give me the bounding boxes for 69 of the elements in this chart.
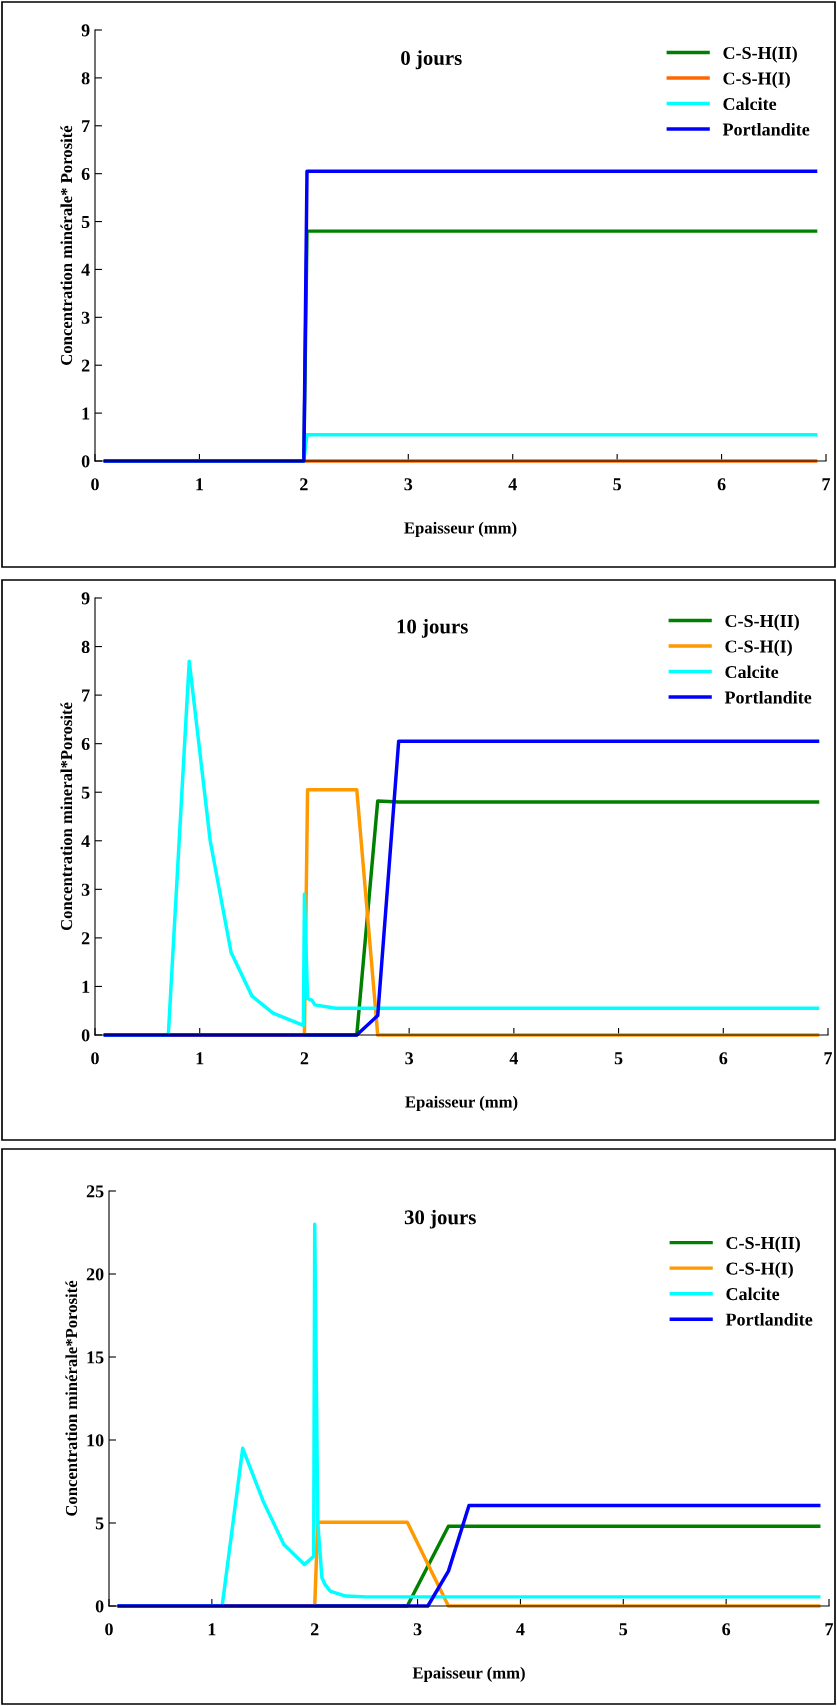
- y-tick-label: 3: [81, 883, 90, 896]
- x-tick-label: 3: [405, 1052, 414, 1065]
- y-tick-label: 5: [95, 1517, 104, 1530]
- x-tick-label: 4: [508, 478, 517, 491]
- x-tick-label: 2: [300, 478, 308, 491]
- y-tick-label: 6: [81, 167, 90, 181]
- y-tick-label: 25: [86, 1185, 104, 1198]
- text: 0 jours: [401, 50, 462, 70]
- x-tick-label: 6: [719, 1052, 728, 1065]
- x-tick-label: 7: [825, 1623, 834, 1636]
- y-tick-label: 5: [81, 786, 90, 799]
- y-tick-label: 9: [81, 592, 90, 605]
- x-tick-label: 5: [619, 1623, 628, 1636]
- x-tick-label: 1: [196, 1052, 204, 1065]
- legend-label: Portlandite: [724, 690, 812, 704]
- y-tick-label: 6: [81, 737, 90, 751]
- x-tick-label: 4: [516, 1623, 525, 1636]
- x-tick-label: 1: [196, 478, 204, 491]
- y-tick-label: 0: [81, 455, 90, 468]
- y-tick-label: 8: [81, 72, 90, 85]
- y-tick-label: 7: [82, 689, 90, 702]
- y-tick-label: 10: [87, 1434, 104, 1447]
- x-axis-title: Epaisseur (mm): [405, 1095, 518, 1111]
- y-tick-label: 0: [81, 1029, 90, 1042]
- y-axis-title: Concentration minérale*Porosité: [65, 1280, 78, 1516]
- y-tick-label: 20: [86, 1268, 104, 1281]
- legend-label: C-S-H(I): [723, 71, 790, 89]
- legend-label: Portlandite: [722, 122, 810, 136]
- legend-label: Calcite: [725, 665, 779, 679]
- y-tick-label: 7: [82, 120, 90, 133]
- x-tick-label: 3: [404, 478, 413, 491]
- y-tick-label: 1: [82, 980, 90, 993]
- y-axis-title: Concentration mineral*Porosité: [60, 702, 73, 931]
- legend-label: C-S-H(II): [726, 1236, 800, 1253]
- y-axis-title: Concentration minérale* Porosité: [60, 125, 73, 365]
- x-tick-label: 0: [105, 1623, 113, 1636]
- y-tick-label: 15: [87, 1351, 104, 1364]
- x-tick-label: 5: [613, 478, 621, 491]
- x-tick-label: 2: [300, 1052, 309, 1065]
- y-tick-label: 0: [95, 1600, 104, 1613]
- legend-label: C-S-H(II): [725, 614, 799, 631]
- legend-label: C-S-H(I): [725, 639, 792, 657]
- x-axis-title: Epaisseur (mm): [412, 1666, 525, 1682]
- y-tick-label: 8: [81, 640, 90, 653]
- y-tick-label: 4: [81, 835, 90, 848]
- y-tick-label: 5: [81, 216, 90, 228]
- y-tick-label: 4: [81, 263, 90, 276]
- legend-label: Portlandite: [725, 1312, 813, 1326]
- y-tick-label: 3: [81, 311, 90, 324]
- x-axis-title: Epaisseur (mm): [404, 521, 517, 537]
- x-tick-label: 4: [509, 1052, 519, 1065]
- x-tick-label: 1: [208, 1623, 216, 1636]
- x-tick-label: 3: [413, 1623, 422, 1636]
- y-tick-label: 9: [81, 24, 90, 37]
- legend-label: Calcite: [723, 97, 777, 111]
- legend-label: Calcite: [726, 1287, 780, 1301]
- text: 30 jours: [404, 1209, 476, 1229]
- legend-label: C-S-H(I): [726, 1261, 793, 1279]
- y-tick-label: 1: [82, 407, 90, 420]
- text: 10 jours: [397, 618, 468, 638]
- x-tick-label: 7: [822, 478, 831, 491]
- x-tick-label: 7: [824, 1052, 833, 1065]
- x-tick-label: 5: [614, 1052, 623, 1065]
- x-tick-label: 2: [310, 1623, 319, 1636]
- legend-label: C-S-H(II): [723, 46, 797, 63]
- x-tick-label: 6: [717, 478, 726, 491]
- y-tick-label: 2: [81, 359, 90, 372]
- x-tick-label: 6: [722, 1623, 731, 1636]
- y-tick-label: 2: [81, 932, 90, 945]
